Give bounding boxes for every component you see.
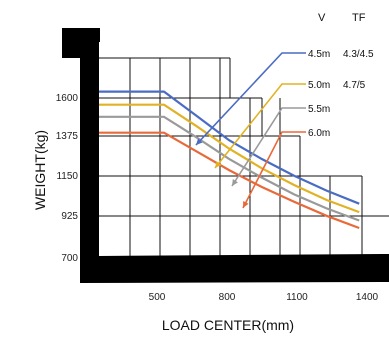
x-tick-label: 1400 <box>356 292 379 303</box>
legend-arrows <box>195 52 306 209</box>
legend-arrow-3 <box>242 131 306 209</box>
legend-arrow-0 <box>195 52 306 146</box>
legend-v-1: 5.0m <box>308 80 330 91</box>
legend-v-2: 5.5m <box>308 104 330 115</box>
forklift-silhouette <box>62 28 389 283</box>
legend-v-3: 6.0m <box>308 128 330 139</box>
x-tick-label: 500 <box>149 292 166 303</box>
arrow-head-1 <box>215 161 222 168</box>
y-tick-label: 1150 <box>56 171 78 182</box>
legend-tf-0: 4.3/4.5 <box>343 49 374 60</box>
x-tick-labels: 500 800 1100 1400 <box>149 292 379 303</box>
y-tick-label: 1600 <box>56 93 79 104</box>
legend-tf-1: 4.7/5 <box>343 80 366 91</box>
series-lines <box>99 90 360 230</box>
arrow-head-3 <box>243 201 249 208</box>
legend-header-v: V <box>318 12 326 24</box>
series-line-0 <box>99 90 360 205</box>
legend: V TF 4.5m 4.3/4.5 5.0m 4.7/5 5.5m 6.0m <box>308 12 374 139</box>
arrow-head-2 <box>232 179 238 186</box>
legend-v-0: 4.5m <box>308 49 330 60</box>
y-axis-label: WEIGHT(kg) <box>32 130 48 210</box>
legend-arrow-2 <box>231 107 306 187</box>
y-tick-labels: 700 925 1150 1375 1600 <box>56 93 79 264</box>
series-line-1 <box>99 103 360 214</box>
legend-arrow-1 <box>214 83 306 169</box>
arrow-head-0 <box>196 138 203 145</box>
mast-silhouette <box>62 28 389 283</box>
y-tick-label: 1375 <box>56 131 79 142</box>
x-tick-label: 1100 <box>286 292 308 303</box>
legend-header-tf: TF <box>352 12 366 24</box>
y-tick-label: 700 <box>61 253 78 264</box>
series-line-2 <box>99 115 360 222</box>
x-axis-label: LOAD CENTER(mm) <box>162 317 294 333</box>
y-tick-label: 925 <box>61 211 78 222</box>
series-line-3 <box>99 131 360 230</box>
x-tick-label: 800 <box>219 292 236 303</box>
